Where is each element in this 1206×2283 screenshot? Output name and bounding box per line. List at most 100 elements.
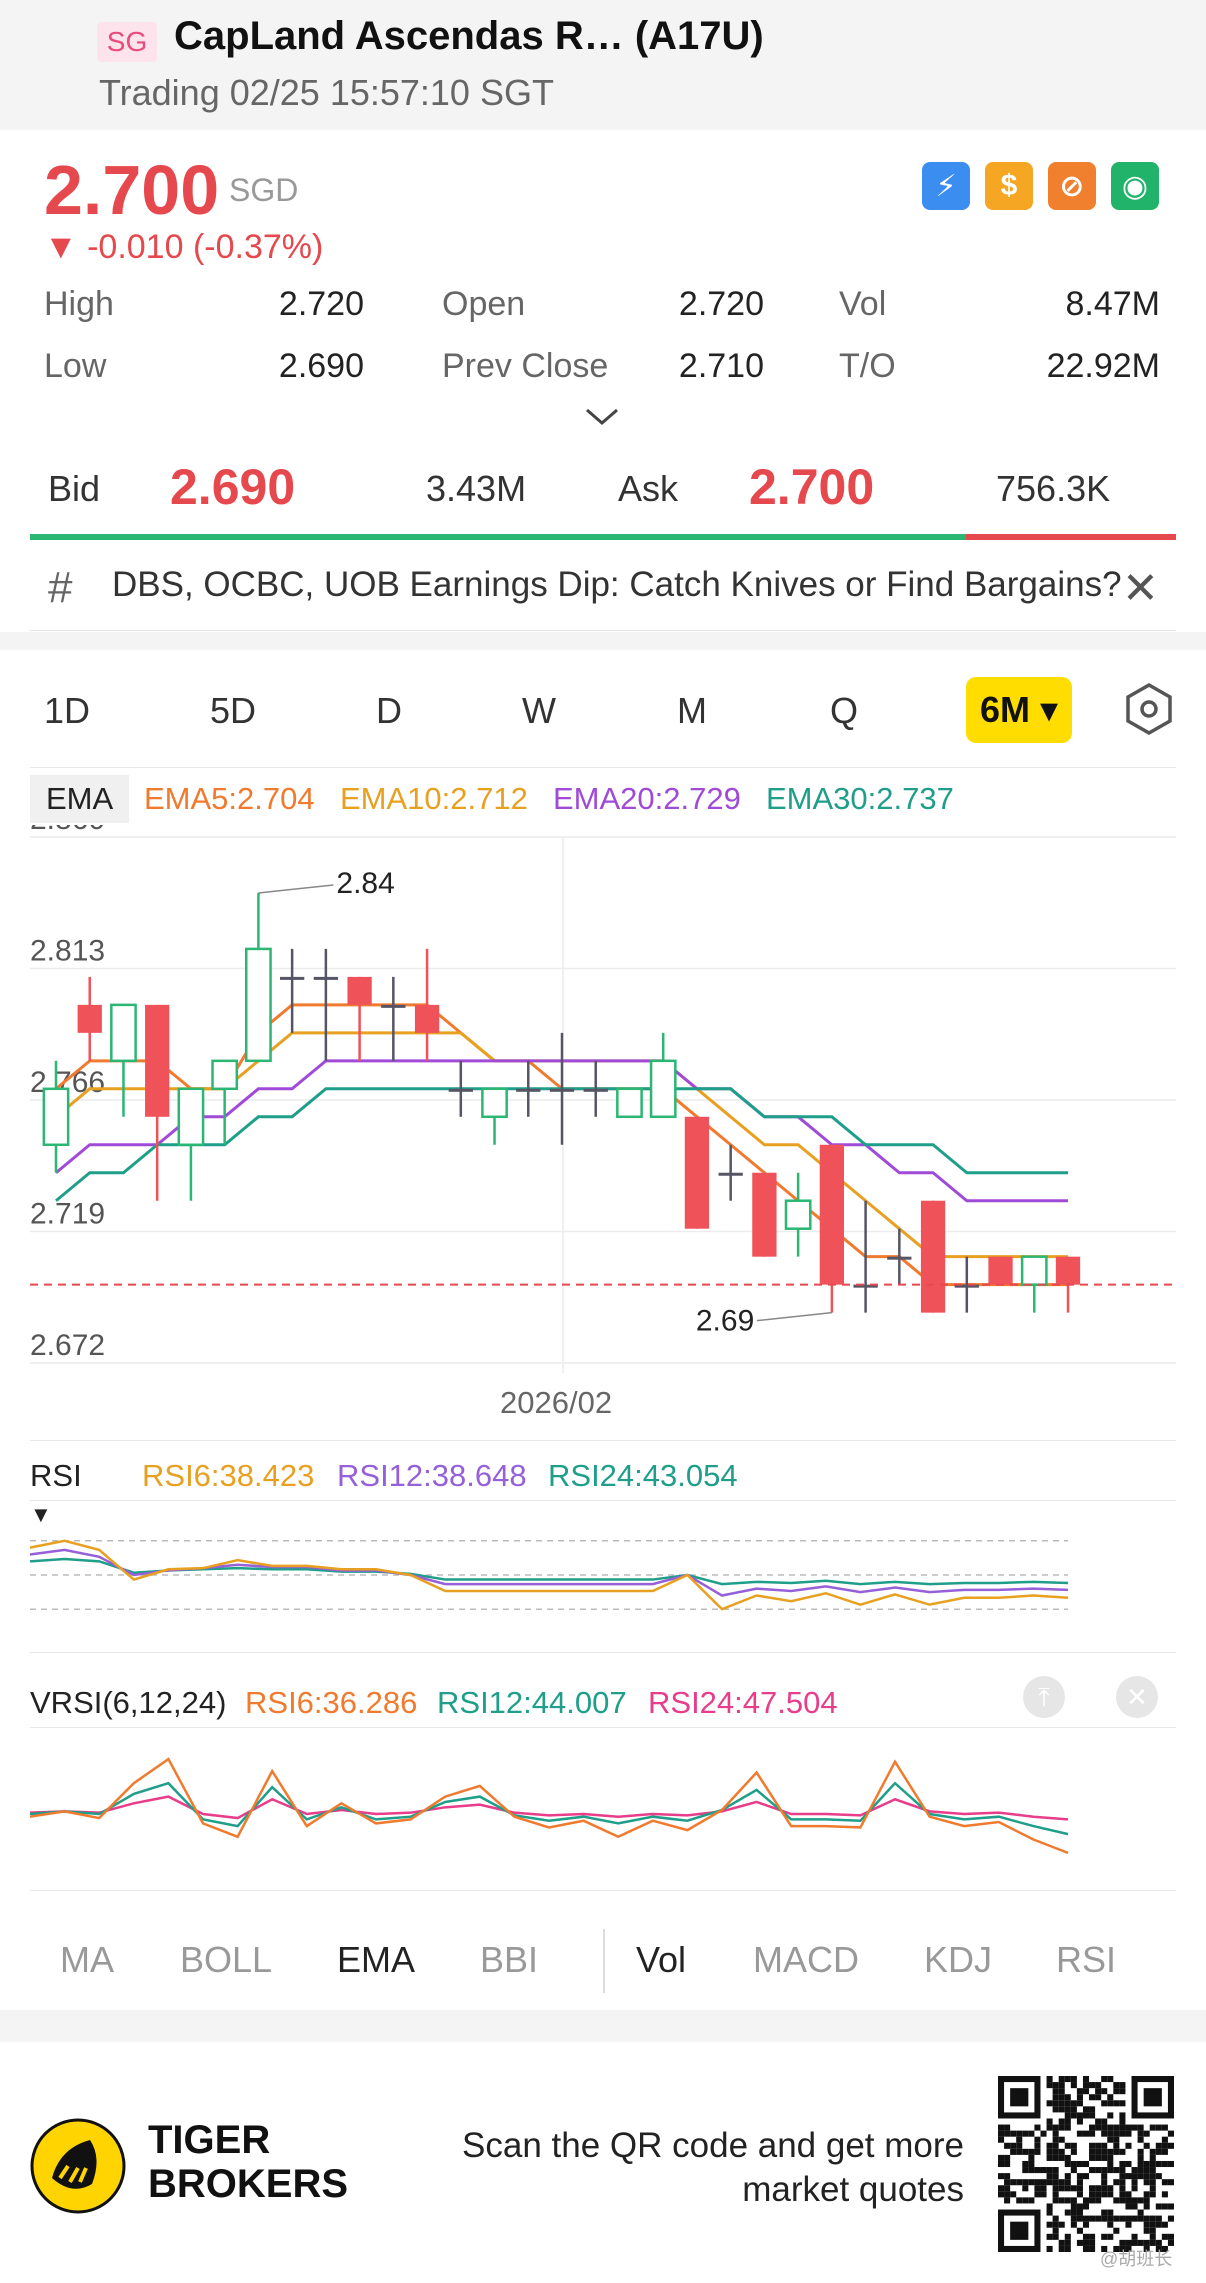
qr-module (1161, 2160, 1168, 2168)
indicator-tab-bbi[interactable]: BBI (480, 1939, 539, 1980)
high-value: 2.720 (278, 285, 364, 323)
qr-module (1089, 2148, 1096, 2155)
qr-module (1125, 2160, 1132, 2168)
brand-line-2: BROKERS (148, 2162, 349, 2206)
qr-module (1064, 2154, 1071, 2161)
chevron-down-icon[interactable] (584, 406, 620, 426)
qr-module (1089, 2094, 1096, 2101)
indicator-tab-vol[interactable]: Vol (636, 1939, 687, 1980)
qr-module (1137, 2154, 1144, 2161)
candle-body (211, 1059, 239, 1091)
bid-ratio-bar (30, 534, 967, 540)
qr-module (1076, 2209, 1083, 2216)
qr-module (1143, 2130, 1150, 2137)
tab-week[interactable]: W (522, 690, 556, 731)
qr-module (1070, 2215, 1077, 2222)
tab-1d[interactable]: 1D (44, 690, 91, 731)
qr-module (1052, 2179, 1059, 2186)
qr-module (1101, 2191, 1108, 2198)
hashtag-icon: # (48, 563, 73, 612)
indicator-tab-ma[interactable]: MA (60, 1939, 114, 1980)
cash-hand-icon[interactable]: ◉ (1111, 162, 1159, 210)
pin-top-icon[interactable]: ⤒ (1023, 1676, 1065, 1718)
rsi-title[interactable]: RSI ▼ (30, 1458, 82, 1530)
qr-finder-core (1143, 2088, 1162, 2107)
no-fee-icon[interactable]: ⊘ (1048, 162, 1096, 210)
qr-module (1119, 2100, 1126, 2107)
divider (30, 1727, 1176, 1728)
close-icon[interactable]: ✕ (1122, 564, 1159, 613)
qr-module (1107, 2154, 1114, 2161)
rsi-chart[interactable] (0, 1510, 1206, 1640)
indicator-tab-boll[interactable]: BOLL (180, 1939, 273, 1980)
qr-module (1016, 2148, 1023, 2155)
vrsi-title[interactable]: VRSI(6,12,24) (30, 1685, 227, 1720)
settings-icon[interactable] (1122, 682, 1176, 736)
indicator-tabs: MA BOLL EMA BBI Vol MACD KDJ RSI (0, 1925, 1206, 2005)
qr-module (1064, 2185, 1071, 2192)
qr-module (1119, 2185, 1126, 2192)
ema-tag[interactable]: EMA (30, 775, 130, 823)
qr-module (1010, 2179, 1017, 2186)
qr-module (1070, 2082, 1077, 2089)
qr-module (1155, 2142, 1162, 2149)
news-banner[interactable]: # DBS, OCBC, UOB Earnings Dip: Catch Kni… (30, 555, 1176, 631)
rsi12-label: RSI12:38.648 (337, 1458, 527, 1493)
qr-module (1155, 2148, 1162, 2155)
qr-module (1149, 2154, 1156, 2161)
qr-module (1101, 2245, 1108, 2252)
tab-day[interactable]: D (376, 690, 402, 731)
ask-label: Ask (618, 468, 679, 509)
indicator-tab-kdj[interactable]: KDJ (924, 1939, 993, 1980)
qr-module (1058, 2106, 1065, 2113)
news-headline[interactable]: DBS, OCBC, UOB Earnings Dip: Catch Knive… (112, 565, 1122, 604)
close-indicator-icon[interactable]: ✕ (1116, 1676, 1158, 1718)
indicator-tab-rsi[interactable]: RSI (1056, 1939, 1117, 1980)
qr-module (1046, 2148, 1053, 2155)
qr-module (1070, 2076, 1077, 2083)
indicator-tab-macd[interactable]: MACD (753, 1939, 859, 1980)
indicator-tab-ema[interactable]: EMA (337, 1939, 416, 1980)
qr-module (1064, 2233, 1071, 2240)
bid-size: 3.43M (426, 468, 527, 509)
qr-module (1125, 2245, 1132, 2252)
high-annotation: 2.84 (336, 867, 394, 900)
qr-module (1089, 2245, 1096, 2252)
qr-module (1125, 2239, 1132, 2246)
qr-module (1095, 2148, 1102, 2155)
stock-title[interactable]: CapLand Ascendas R… (A17U) (174, 14, 764, 58)
watermark: @胡班长 (1100, 2249, 1173, 2269)
tab-month[interactable]: M (677, 690, 707, 731)
trading-status: Trading 02/25 15:57:10 SGT (99, 72, 554, 113)
vrsi-chart[interactable] (0, 1735, 1206, 1885)
qr-module (1070, 2167, 1077, 2174)
qr-module (1082, 2076, 1090, 2083)
qr-module (1113, 2215, 1120, 2222)
qr-code-icon[interactable] (998, 2076, 1174, 2252)
qr-module (1070, 2112, 1077, 2119)
qr-module (1052, 2154, 1059, 2161)
qr-module (1119, 2167, 1126, 2174)
tab-5d[interactable]: 5D (210, 690, 257, 731)
qr-module (1155, 2173, 1162, 2180)
qr-module (1143, 2197, 1150, 2204)
ask-ratio-bar (966, 534, 1176, 540)
qr-module (1064, 2245, 1071, 2252)
qr-module (1076, 2088, 1083, 2095)
scan-prompt: Scan the QR code and get more market quo… (404, 2124, 964, 2212)
qr-module (1119, 2215, 1126, 2222)
lightning-icon[interactable]: ⚡ (922, 162, 970, 210)
qr-module (1034, 2179, 1041, 2186)
qr-module (1119, 2130, 1126, 2137)
qr-module (998, 2130, 1005, 2137)
tab-6m[interactable]: 6M ▾ (966, 677, 1073, 743)
qr-module (1107, 2124, 1114, 2131)
tab-quarter[interactable]: Q (830, 690, 859, 731)
qr-module (1058, 2148, 1065, 2155)
qr-module (1052, 2124, 1059, 2131)
qr-module (1131, 2197, 1138, 2204)
divider (30, 1890, 1176, 1891)
dollar-icon[interactable]: $ (985, 162, 1033, 210)
low-annotation-leader (756, 1311, 832, 1322)
